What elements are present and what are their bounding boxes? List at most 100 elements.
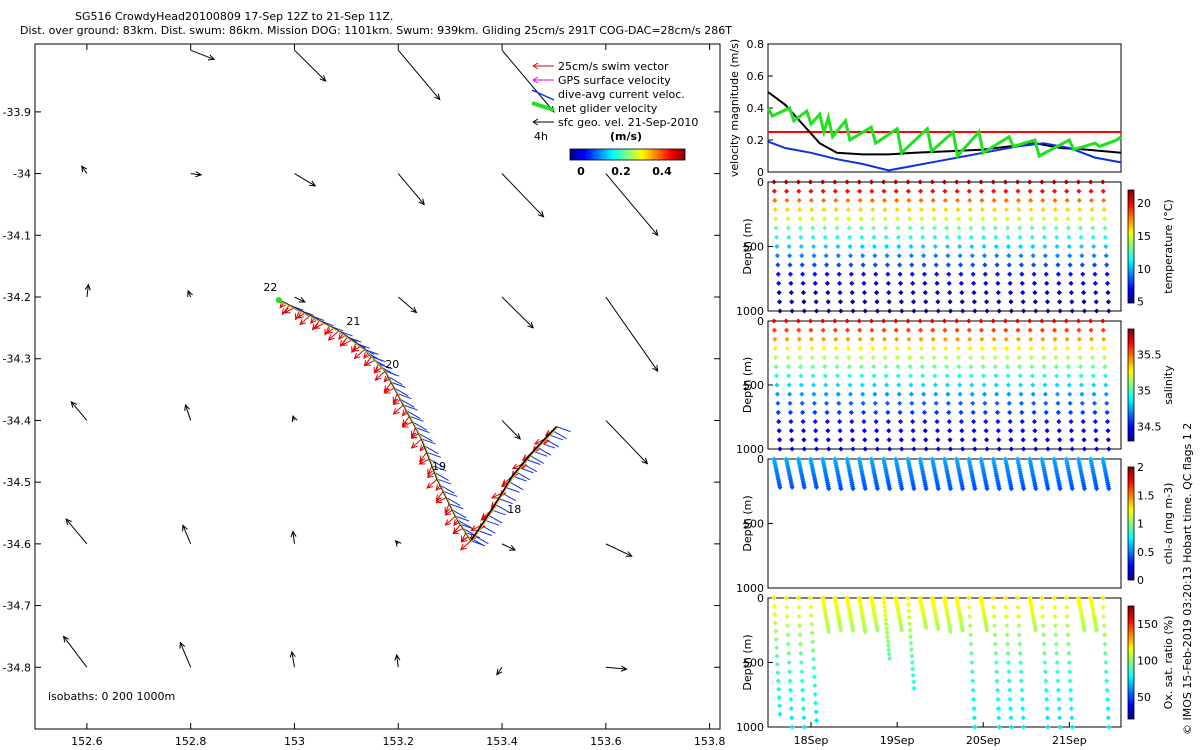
profile-sample-point [1100, 604, 1106, 610]
profile-sample-point [787, 400, 793, 406]
dac-vector [536, 446, 552, 456]
profile-sample-point [1054, 659, 1060, 666]
map-x-tick-label: 153 [284, 735, 305, 748]
map-x-tick-label: 153.2 [383, 735, 415, 748]
profile-sample-point [971, 706, 977, 712]
profile-sample-point [1054, 669, 1061, 675]
sfc-velocity-vector [397, 173, 425, 205]
profile-sample-point [1017, 641, 1023, 647]
profile-sample-point [1101, 613, 1107, 619]
profile-sample-point [860, 391, 866, 397]
profile-sample-point [1018, 669, 1024, 675]
profile-sample-point [784, 327, 790, 333]
profile-colorbar-tick: 150 [1137, 618, 1158, 631]
dac-vector [400, 398, 415, 408]
profile-colorbar-label: salinity [1162, 365, 1175, 405]
profile-sample-point [1054, 253, 1061, 259]
profile-colorbar-tick: 0.5 [1137, 546, 1155, 559]
sfc-velocity-vector [86, 284, 89, 298]
profile-sample-point [1091, 262, 1098, 268]
sfc-velocity-vector-head [537, 210, 545, 218]
legend-sfc-arrowhead [532, 118, 539, 126]
legend-swim-arrowhead [532, 62, 539, 70]
profile-sample-point [820, 318, 826, 324]
profile-sample-point [991, 336, 997, 342]
profile-sample-point [909, 409, 915, 415]
swim-vector [453, 524, 461, 534]
sfc-velocity-vector [70, 401, 88, 421]
profile-sample-point [996, 715, 1002, 721]
profile-sample-point [862, 308, 868, 314]
profile-sample-point [860, 253, 866, 259]
profile-colorbar-tick: 5 [1137, 296, 1144, 309]
swim-vector [339, 336, 348, 347]
profile-sample-point [1088, 197, 1095, 203]
profile-sample-point [1018, 262, 1024, 268]
profile-sample-point [1078, 382, 1085, 388]
profile-sample-point [799, 253, 805, 259]
profile-colorbar-tick: 35.5 [1137, 348, 1162, 361]
swim-vector [460, 540, 472, 551]
profile-sample-point [874, 627, 880, 633]
profile-sample-point [777, 308, 783, 314]
profile-sample-point [996, 299, 1002, 305]
sfc-velocity-vector-head [290, 530, 297, 538]
profile-sample-point [881, 188, 887, 194]
sfc-velocity-vector-head [81, 165, 88, 173]
swim-vector-head [435, 484, 442, 492]
profile-sample-point [1067, 669, 1073, 675]
profile-sample-point [1020, 290, 1026, 296]
profile-sample-point [774, 645, 780, 651]
profile-colorbar-tick: 20 [1137, 197, 1151, 210]
profile-sample-point [1103, 243, 1109, 250]
profile-sample-point [992, 632, 998, 638]
profile-sample-point [836, 409, 842, 415]
profile-sample-point [777, 703, 783, 709]
profile-sample-point [1020, 706, 1026, 712]
profile-sample-point [1039, 318, 1045, 324]
profile-sample-point [970, 678, 976, 684]
profile-y-axis-label: Depth (m) [741, 495, 754, 551]
swim-vector [374, 370, 386, 381]
profile-sample-point [775, 409, 781, 415]
sfc-velocity-vector [397, 296, 417, 313]
dac-vector [455, 515, 470, 522]
profile-sample-point [969, 669, 975, 675]
sfc-velocity-vector-head [289, 650, 296, 658]
profile-sample-point [826, 628, 832, 635]
profile-sample-point [798, 659, 804, 666]
profile-sample-point [797, 632, 803, 638]
profile-sample-point [984, 299, 990, 305]
profile-sample-point [784, 613, 790, 619]
figure-title-line2: Dist. over ground: 83km. Dist. swum: 86k… [20, 24, 732, 37]
profile-sample-point [823, 382, 829, 388]
sfc-velocity-vector [501, 296, 534, 329]
profile-sample-point [969, 382, 975, 388]
dac-vector [409, 415, 424, 422]
profile-sample-point [970, 400, 976, 406]
swim-vector-head [427, 468, 433, 476]
profile-sample-point [1028, 216, 1035, 222]
dac-vector [439, 484, 455, 494]
profile-sample-point [921, 391, 927, 397]
profile-sample-point [1101, 207, 1107, 213]
profile-sample-point [1077, 216, 1083, 222]
profile-sample-point [836, 271, 842, 277]
profile-sample-point [1031, 262, 1037, 268]
profile-colorbar-label: temperature (°C) [1162, 199, 1175, 293]
dac-vector [508, 481, 524, 491]
profile-sample-point [1015, 613, 1021, 619]
surface-velocity-vectors [62, 49, 659, 676]
profile-sample-point [930, 336, 936, 342]
profile-sample-point [772, 345, 778, 351]
profile-sample-point [920, 243, 926, 250]
profile-sample-point [870, 216, 876, 222]
day-labels: 22 21 20 19 18 [263, 281, 521, 516]
profile-sample-point [798, 650, 804, 656]
legend-dac-label: dive-avg current veloc. [558, 88, 685, 101]
profile-sample-point [1102, 234, 1108, 240]
sfc-velocity-vector [292, 531, 295, 544]
profile-sample-point [1039, 595, 1045, 601]
profile-sample-point [1043, 400, 1049, 406]
